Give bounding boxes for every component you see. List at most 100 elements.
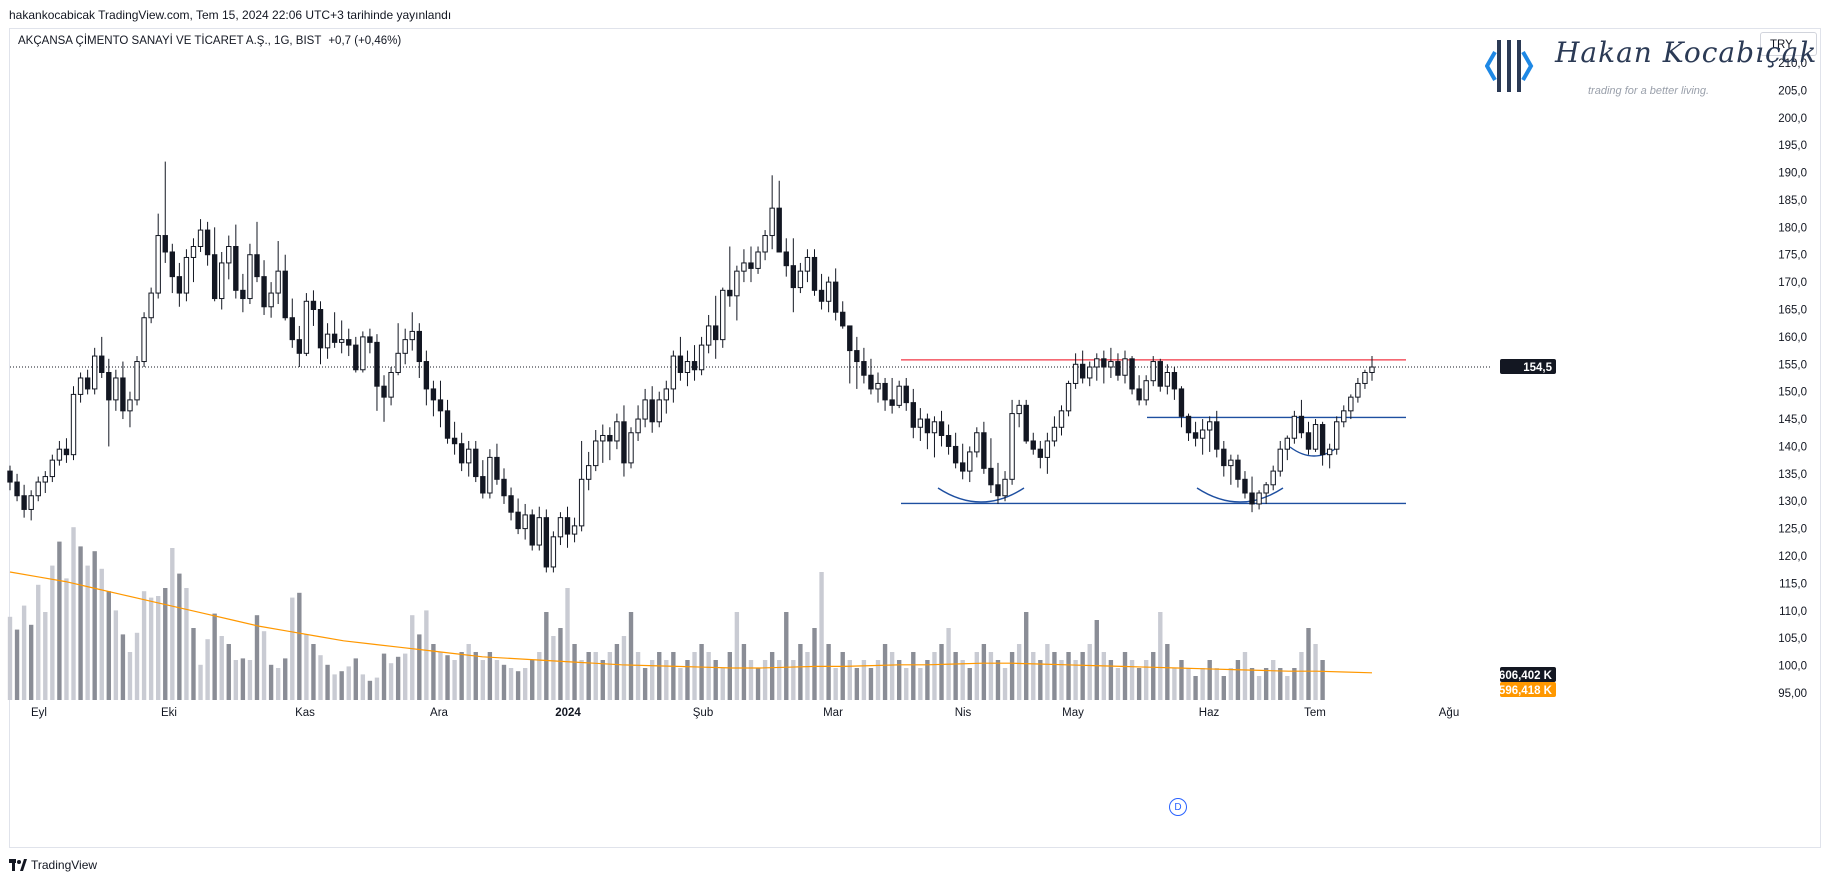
- volume-bar: [522, 668, 528, 700]
- volume-bars: [7, 527, 1325, 700]
- volume-bar: [1221, 676, 1226, 700]
- volume-bar: [918, 668, 923, 700]
- author-logo-icon: [1485, 40, 1534, 92]
- volume-bar: [706, 652, 711, 700]
- volume-bar: [431, 644, 436, 700]
- candle-body: [1277, 448, 1283, 472]
- candle-body: [1122, 358, 1128, 376]
- volume-bar: [657, 652, 662, 700]
- volume-bar: [1136, 668, 1142, 700]
- volume-bar: [988, 652, 994, 700]
- dividend-marker[interactable]: D: [1169, 798, 1187, 816]
- axis-badges: 154,5 606,402 K 596,418 K: [1499, 359, 1556, 697]
- candle-body: [1016, 404, 1022, 415]
- footer-brand[interactable]: TradingView: [31, 858, 98, 872]
- volume-bar: [939, 644, 944, 700]
- tradingview-logo-icon: [9, 859, 27, 871]
- candle-body: [995, 484, 1001, 497]
- volume-bar: [896, 660, 902, 700]
- candle-body: [713, 325, 719, 341]
- candle-body: [176, 276, 183, 294]
- volume-bar: [981, 644, 987, 700]
- candle-body: [388, 371, 394, 398]
- currency-selector[interactable]: TRY: [1760, 32, 1817, 56]
- volume-bar: [106, 591, 111, 700]
- candle-body: [56, 448, 63, 461]
- candle-body: [120, 377, 126, 412]
- volume-bar: [1320, 660, 1325, 700]
- candle-body: [755, 251, 761, 269]
- volume-bar: [805, 652, 810, 700]
- time-tick-label: Kas: [295, 707, 315, 719]
- candle-body: [204, 229, 211, 256]
- volume-bar: [367, 680, 373, 700]
- candle-body: [783, 251, 789, 267]
- time-tick-label: Şub: [693, 707, 713, 719]
- price-tick-label: 100,0: [1778, 661, 1807, 673]
- volume-bar: [275, 668, 281, 700]
- last-price-badge-bg: [1500, 359, 1556, 375]
- volume-bar: [621, 636, 627, 700]
- candle-body: [1185, 415, 1192, 434]
- volume-bar: [191, 628, 196, 700]
- volume-bar: [868, 668, 874, 700]
- chart-frame: [9, 28, 1821, 848]
- candle-body: [804, 256, 811, 272]
- volume-bar: [784, 612, 789, 700]
- candle-body: [430, 388, 437, 401]
- volume-bar: [388, 663, 394, 700]
- candle-body: [127, 399, 133, 412]
- volume-bar: [1299, 652, 1304, 700]
- candle-body: [1305, 432, 1312, 450]
- candle-body: [882, 382, 888, 401]
- candle-body: [1094, 358, 1100, 368]
- volume-bar: [346, 666, 351, 700]
- candle-body: [211, 254, 218, 300]
- candle-body: [113, 377, 119, 401]
- volume-bar: [840, 652, 845, 700]
- volume-bar: [36, 584, 41, 700]
- right-shoulder-arc: [1289, 446, 1339, 457]
- candle-body: [762, 235, 768, 253]
- volume-bar: [21, 605, 27, 700]
- volume-bar: [247, 660, 253, 700]
- candle-body: [1192, 432, 1199, 439]
- candle-body: [677, 355, 684, 373]
- candle-body: [409, 330, 415, 341]
- candle-body: [1101, 358, 1107, 368]
- volume-bar: [1087, 644, 1092, 700]
- candle-body: [974, 432, 980, 453]
- volume-bar: [755, 668, 761, 700]
- volume-bar: [1080, 652, 1085, 700]
- candle-body: [1065, 382, 1072, 412]
- candle-body: [508, 495, 514, 513]
- candle-body: [35, 481, 41, 497]
- candle-body: [938, 421, 945, 436]
- candle-body: [917, 418, 924, 428]
- volume-ma-badge-bg: [1500, 682, 1556, 697]
- candle-body: [1150, 361, 1156, 382]
- left-shoulder-arc: [937, 487, 1025, 503]
- time-tick-label: Eyl: [31, 707, 47, 719]
- candle-body: [233, 246, 239, 291]
- candle-body: [346, 339, 352, 346]
- candle-body: [21, 495, 27, 510]
- volume-bar: [1108, 660, 1114, 700]
- candle-body: [247, 254, 253, 300]
- volume-bar: [85, 565, 90, 700]
- author-logo-tagline: trading for a better living.: [1588, 85, 1710, 97]
- time-tick-label: Ağu: [1439, 707, 1459, 719]
- candle-body: [896, 385, 902, 406]
- volume-bar: [92, 551, 97, 700]
- time-tick-label: May: [1062, 707, 1084, 719]
- candle-body: [1030, 440, 1036, 450]
- volume-bar: [861, 660, 867, 700]
- candle-body: [564, 517, 571, 535]
- price-tick-label: 155,0: [1778, 359, 1807, 371]
- candle-body: [649, 399, 655, 423]
- volume-bar: [127, 652, 133, 700]
- volume-bar: [635, 652, 641, 700]
- volume-badge: 606,402 K: [1499, 670, 1553, 682]
- volume-bar: [43, 612, 48, 700]
